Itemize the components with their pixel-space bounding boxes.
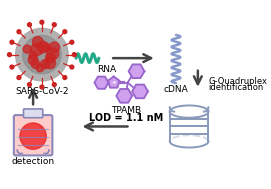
Circle shape xyxy=(20,123,46,149)
Circle shape xyxy=(10,40,14,44)
Circle shape xyxy=(17,76,21,80)
Circle shape xyxy=(8,53,11,57)
FancyBboxPatch shape xyxy=(14,115,52,155)
Polygon shape xyxy=(108,77,120,88)
Circle shape xyxy=(70,40,74,44)
Text: TPAMB: TPAMB xyxy=(111,106,141,115)
Circle shape xyxy=(28,23,31,27)
Text: identification: identification xyxy=(208,83,264,92)
Circle shape xyxy=(40,85,44,89)
Circle shape xyxy=(44,58,56,69)
Polygon shape xyxy=(132,85,148,98)
Circle shape xyxy=(40,60,49,69)
Text: LOD = 1.1 nM: LOD = 1.1 nM xyxy=(89,113,163,123)
FancyBboxPatch shape xyxy=(24,109,43,118)
Circle shape xyxy=(72,53,76,57)
Circle shape xyxy=(36,64,44,72)
Text: RNA: RNA xyxy=(97,65,116,74)
Circle shape xyxy=(49,42,60,52)
Circle shape xyxy=(37,41,49,53)
Circle shape xyxy=(22,35,61,74)
Circle shape xyxy=(43,43,51,51)
Circle shape xyxy=(10,65,14,69)
Text: detection: detection xyxy=(12,157,55,166)
Circle shape xyxy=(40,20,44,24)
Text: G-Quadruplex: G-Quadruplex xyxy=(208,77,267,86)
Circle shape xyxy=(28,83,31,87)
Circle shape xyxy=(28,55,38,65)
Polygon shape xyxy=(129,64,144,78)
Polygon shape xyxy=(116,89,132,103)
Circle shape xyxy=(29,51,37,59)
Polygon shape xyxy=(95,77,108,89)
Circle shape xyxy=(23,45,31,53)
Circle shape xyxy=(52,83,56,87)
Circle shape xyxy=(17,30,21,34)
Circle shape xyxy=(47,48,59,60)
Circle shape xyxy=(63,76,67,80)
Circle shape xyxy=(33,37,43,47)
Text: SARS-CoV-2: SARS-CoV-2 xyxy=(15,87,69,96)
Circle shape xyxy=(16,28,68,81)
Circle shape xyxy=(31,43,43,55)
Text: cDNA: cDNA xyxy=(164,85,188,94)
Circle shape xyxy=(52,23,56,27)
Text: +: + xyxy=(111,80,116,85)
Circle shape xyxy=(63,30,67,34)
Circle shape xyxy=(31,60,40,69)
Circle shape xyxy=(70,65,74,69)
Circle shape xyxy=(46,53,55,63)
